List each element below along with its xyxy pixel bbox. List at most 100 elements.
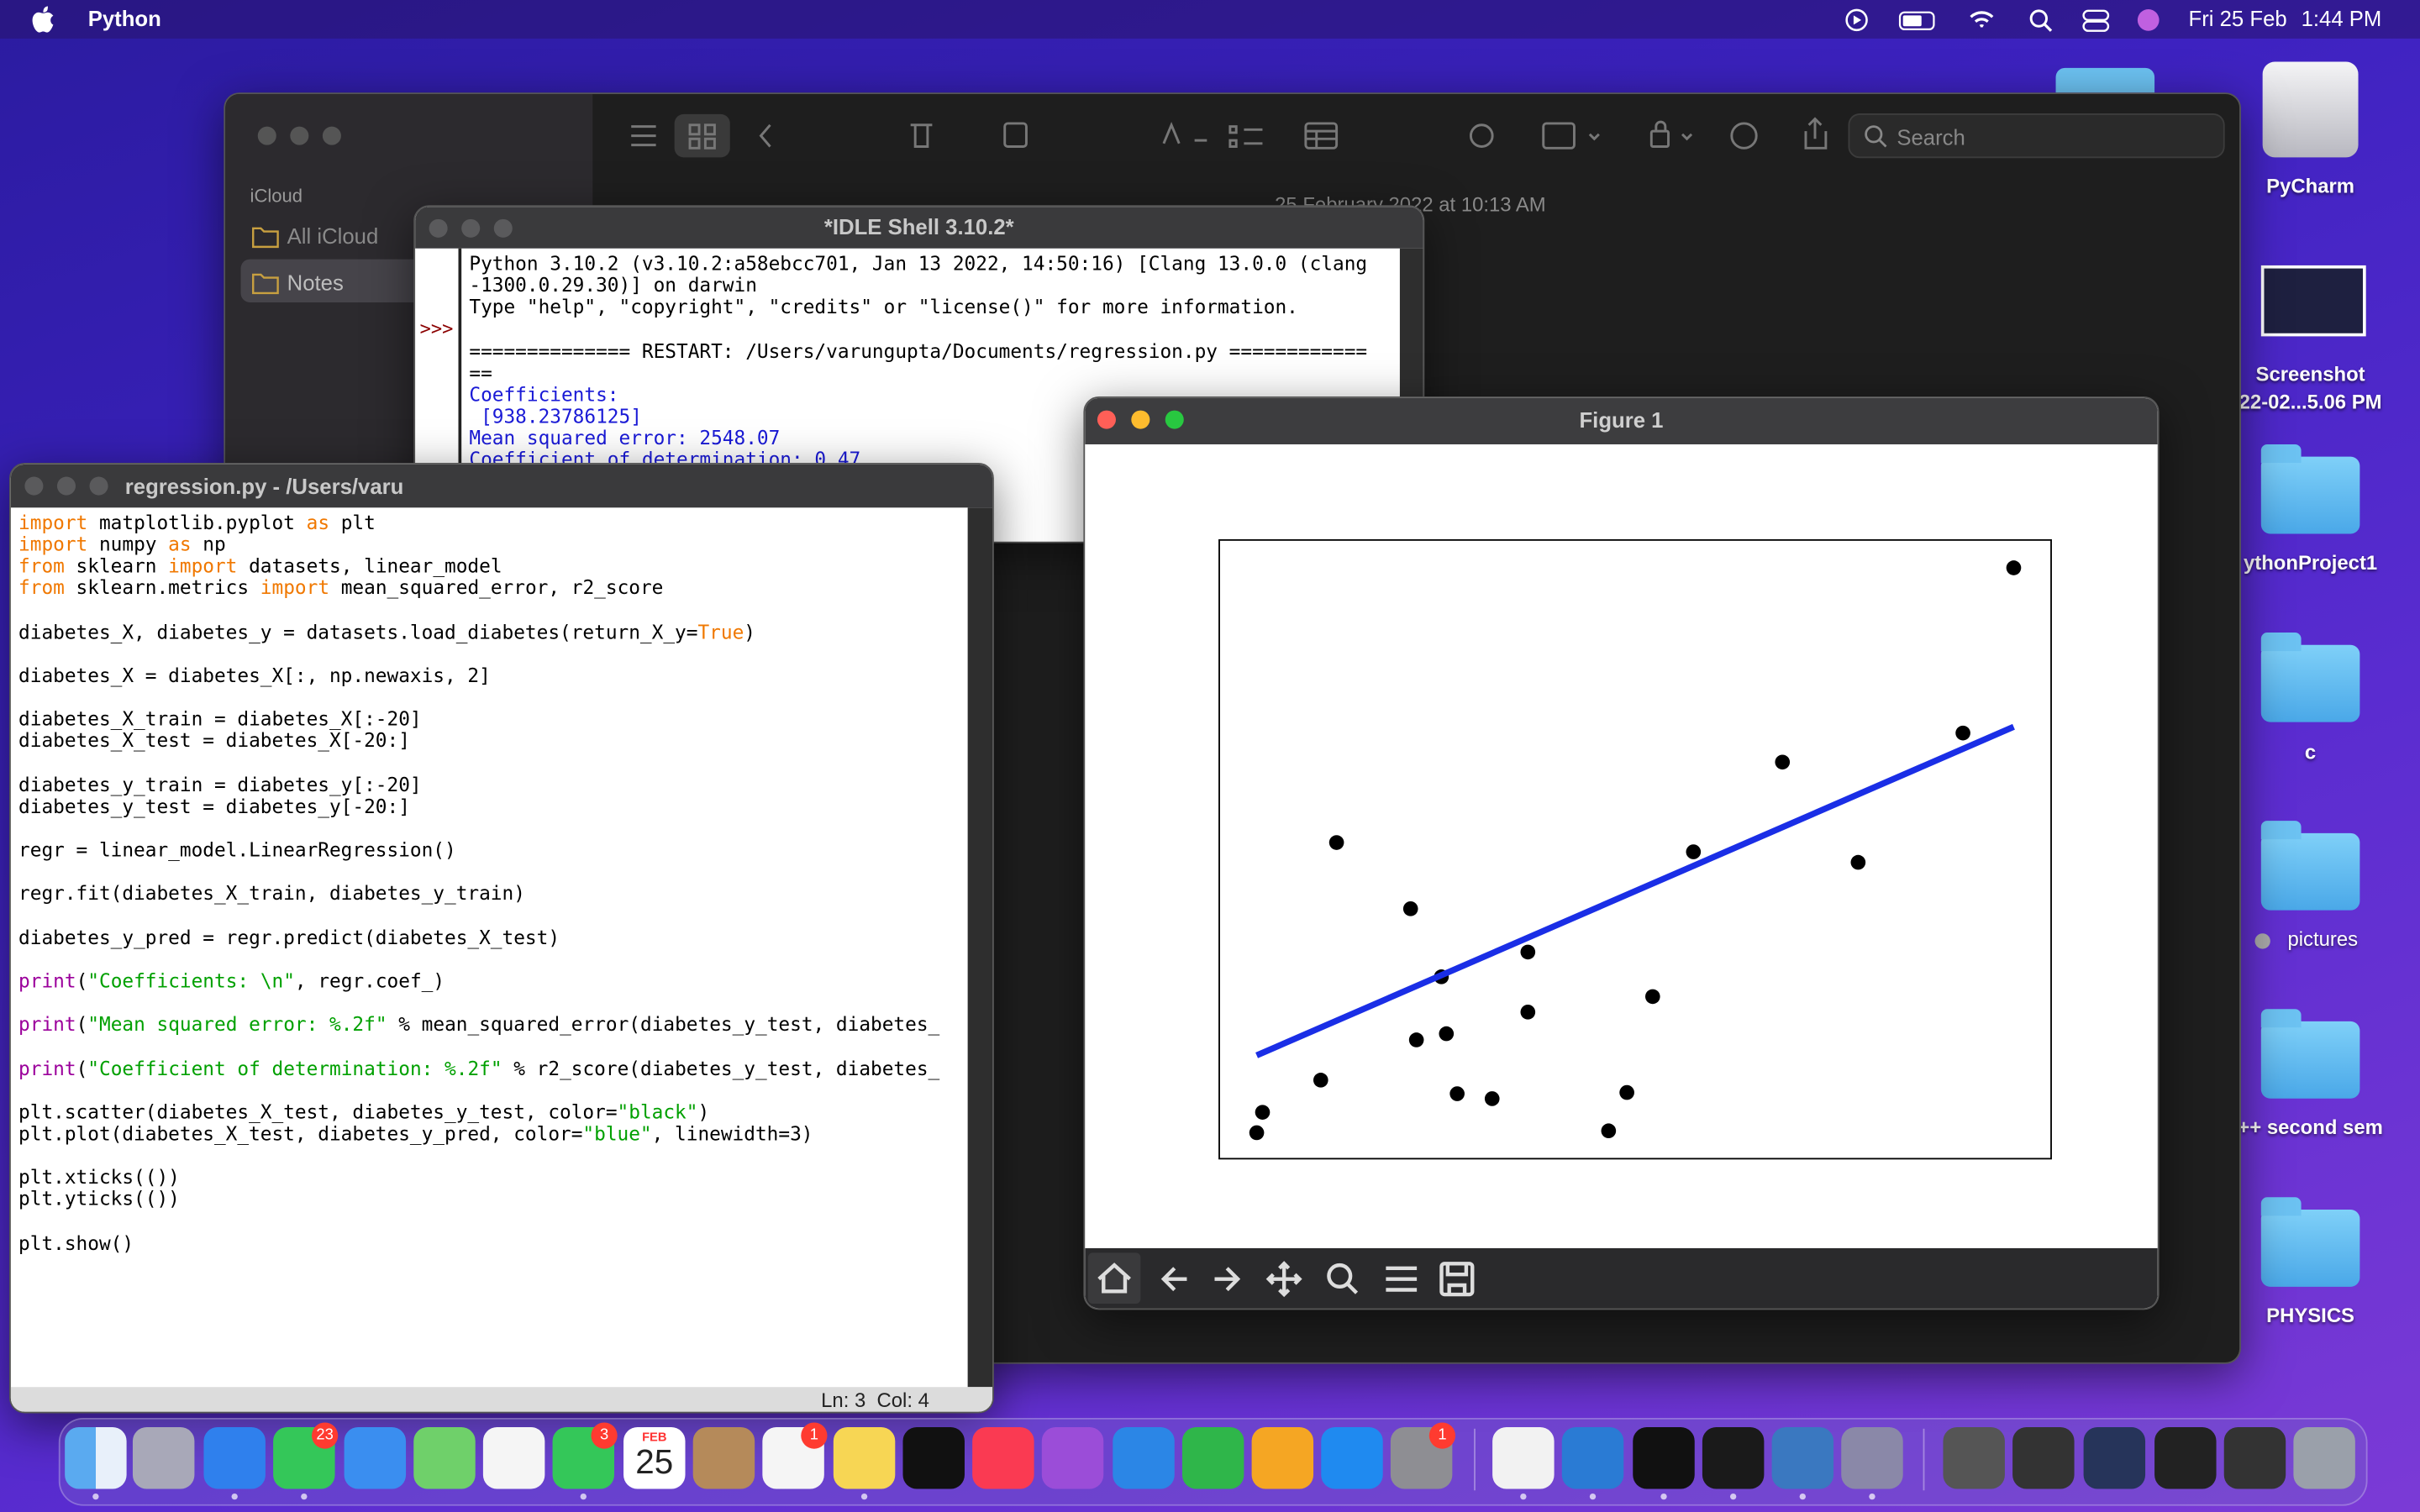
code-token: "blue"	[582, 1121, 652, 1145]
code-line: diabetes_y_test = diabetes_y[-20:]	[18, 795, 939, 818]
drive-icon	[2262, 61, 2359, 158]
code-token: % mean_squared_error(diabetes_y_test, di…	[387, 1012, 940, 1036]
icon-label[interactable]: ++ second sem	[2238, 1115, 2383, 1139]
dock-app[interactable]	[1841, 1426, 1903, 1489]
data-point	[1313, 1073, 1328, 1088]
icon-label[interactable]: pictures	[2287, 927, 2359, 951]
search-field[interactable]: Search	[1897, 124, 1965, 150]
code-token: numpy	[87, 532, 169, 556]
dock-app[interactable]	[482, 1426, 545, 1489]
code-area[interactable]: import matplotlib.pyplot as plt import nu…	[18, 510, 940, 1254]
icon-label[interactable]: PyCharm	[2266, 174, 2354, 198]
code-token: plt.yticks(())	[18, 1187, 180, 1210]
dock-app[interactable]	[902, 1426, 965, 1489]
icon-label[interactable]: 22-02...5.06 PM	[2238, 390, 2382, 414]
dock-app[interactable]	[623, 1426, 686, 1489]
dock-app[interactable]	[132, 1426, 195, 1489]
folder-icon	[2260, 456, 2360, 534]
apple-menu[interactable]	[31, 6, 55, 34]
code-token: from	[18, 554, 65, 578]
data-point	[1955, 725, 1970, 741]
code-line: diabetes_y_train = diabetes_y[:-20]	[18, 773, 939, 796]
data-point	[1601, 1123, 1617, 1139]
dock-app[interactable]	[2012, 1426, 2075, 1489]
dock-app[interactable]	[413, 1426, 476, 1489]
shell-line	[469, 317, 1367, 339]
dock-app[interactable]	[1702, 1426, 1765, 1489]
dock-app[interactable]	[65, 1426, 127, 1489]
code-line: diabetes_y_pred = regr.predict(diabetes_…	[18, 925, 939, 948]
zoom-button[interactable]	[322, 126, 341, 145]
code-token: "black"	[617, 1100, 698, 1123]
status-bar	[10, 1387, 993, 1412]
folder[interactable]: All iCloud	[287, 223, 379, 249]
calendar-month: FEB	[642, 1430, 667, 1445]
code-line: diabetes_X_test = diabetes_X[-20:]	[18, 729, 939, 753]
minimize-button[interactable]	[56, 476, 76, 496]
notification-badge: 1	[1428, 1422, 1456, 1449]
shell-line: ============== RESTART: /Users/varungupt…	[469, 339, 1368, 362]
scrollbar[interactable]	[967, 507, 993, 1388]
minimize-button[interactable]	[290, 126, 309, 145]
icon-label[interactable]: PHYSICS	[2266, 1304, 2354, 1327]
close-button[interactable]	[1097, 410, 1116, 429]
window-title: regression.py - /Users/varu	[124, 473, 404, 499]
icon-label[interactable]: ythonProject1	[2243, 550, 2378, 575]
dock-app[interactable]	[203, 1426, 266, 1489]
minimize-button[interactable]	[461, 218, 481, 238]
code-token: diabetes_X = diabetes_X[:, np.newaxis, 2…	[18, 663, 491, 687]
dock-app[interactable]	[1561, 1426, 1624, 1489]
dock-app[interactable]	[344, 1426, 407, 1489]
zoom-button[interactable]	[1165, 410, 1184, 429]
close-button[interactable]	[257, 126, 276, 145]
dock-app[interactable]	[2293, 1426, 2355, 1489]
code-line: print("Coefficients: \n", regr.coef_)	[18, 969, 939, 992]
dock-app[interactable]	[1041, 1426, 1104, 1489]
menu-time[interactable]: 1:44 PM	[2301, 6, 2382, 31]
dock-app[interactable]	[1633, 1426, 1695, 1489]
data-point	[1644, 989, 1660, 1005]
dock-app[interactable]	[1771, 1426, 1834, 1489]
dock-app[interactable]	[2223, 1426, 2286, 1489]
menu-date[interactable]: Fri 25 Feb	[2188, 6, 2287, 31]
dock-app[interactable]	[1181, 1426, 1244, 1489]
screenshot-thumbnail	[2260, 265, 2366, 337]
icon-label[interactable]: Screenshot	[2255, 362, 2365, 386]
code-token: regr.fit(diabetes_X_train, diabetes_y_tr…	[18, 881, 525, 906]
code-line: plt.scatter(diabetes_X_test, diabetes_y_…	[18, 1100, 939, 1123]
dock-app[interactable]	[1492, 1426, 1555, 1489]
dock-app[interactable]	[1943, 1426, 2005, 1489]
code-token: print	[18, 1056, 76, 1079]
folder[interactable]: Notes	[287, 270, 344, 295]
code-token: plt.xticks(())	[18, 1165, 180, 1189]
dock-app[interactable]	[1251, 1426, 1314, 1489]
minimize-button[interactable]	[1131, 410, 1150, 429]
code-token: from	[18, 575, 65, 600]
close-button[interactable]	[429, 218, 448, 238]
app-menu[interactable]: Python	[87, 6, 161, 31]
zoom-button[interactable]	[493, 218, 513, 238]
dock-app[interactable]	[2154, 1426, 2217, 1489]
notification-badge: 3	[591, 1422, 618, 1449]
dock-app[interactable]	[1321, 1426, 1383, 1489]
code-token: "Coefficients: \n"	[87, 969, 295, 992]
close-button[interactable]	[24, 476, 44, 496]
code-token: plt	[329, 510, 376, 534]
dock-app[interactable]	[2083, 1426, 2146, 1489]
toolbar-buttons[interactable]	[1085, 1248, 1486, 1309]
code-token: (	[76, 1056, 88, 1079]
dock-app[interactable]	[1113, 1426, 1175, 1489]
dock-app[interactable]	[692, 1426, 755, 1489]
status-icons	[1845, 8, 2160, 32]
calendar-day: 25	[635, 1442, 674, 1482]
data-point	[1439, 1026, 1455, 1042]
folder-icon	[2260, 1210, 2360, 1287]
dock-app[interactable]	[833, 1426, 896, 1489]
dock-divider	[1474, 1428, 1476, 1491]
shell-line: ==	[469, 360, 492, 384]
dock-app[interactable]	[972, 1426, 1034, 1489]
icon-label[interactable]: c	[2304, 740, 2317, 764]
running-dot	[580, 1493, 587, 1500]
zoom-button[interactable]	[89, 476, 108, 496]
